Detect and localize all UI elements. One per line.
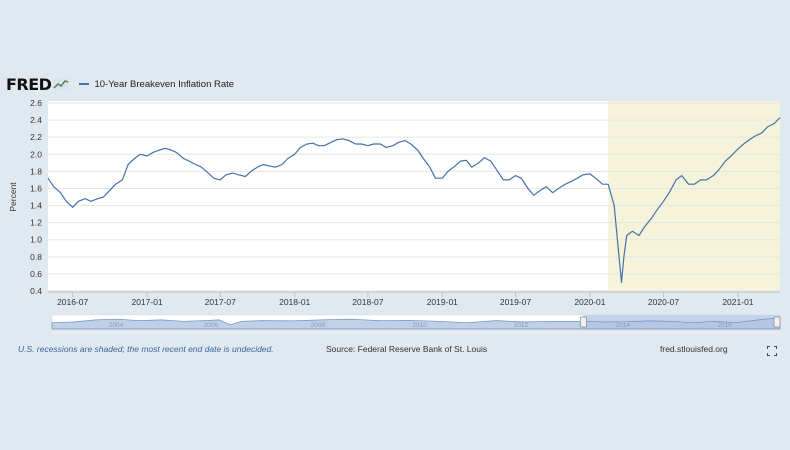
navigator-scrollbar	[52, 331, 780, 334]
x-tick-label: 2020-01	[574, 297, 605, 307]
x-tick-label: 2019-01	[427, 297, 458, 307]
chart-header: FRED 10-Year Breakeven Inflation Rate	[6, 74, 234, 94]
navigator-year-label: 2016	[717, 322, 732, 329]
y-tick-label: 0.6	[30, 269, 42, 279]
x-tick-label: 2019-07	[500, 297, 531, 307]
x-tick-label: 2021-01	[722, 297, 753, 307]
y-tick-label: 2.0	[30, 149, 42, 159]
navigator-handle-left[interactable]	[580, 316, 587, 328]
x-tick-label: 2017-07	[205, 297, 236, 307]
series-line	[47, 117, 781, 284]
navigator-year-label: 2010	[412, 322, 427, 329]
x-tick-label: 2017-01	[131, 297, 162, 307]
y-tick-label: 1.6	[30, 183, 42, 193]
y-tick-label: 1.8	[30, 166, 42, 176]
y-tick-label: 0.8	[30, 252, 42, 262]
series-label: 10-Year Breakeven Inflation Rate	[94, 78, 235, 90]
y-tick-label: 2.4	[30, 115, 42, 125]
navigator-year-label: 2006	[203, 322, 218, 329]
recession-shading	[608, 101, 780, 291]
fred-chart-icon	[53, 78, 70, 90]
fred-logo[interactable]: FRED	[6, 74, 52, 94]
navigator-year-label: 2008	[310, 322, 325, 329]
y-axis-label: Percent	[8, 182, 18, 212]
legend-line-swatch	[79, 83, 90, 85]
x-tick-label: 2020-07	[648, 297, 679, 307]
y-tick-label: 2.2	[30, 132, 42, 142]
x-tick-label: 2018-07	[352, 297, 383, 307]
y-tick-label: 1.4	[30, 201, 42, 211]
navigator-series	[51, 317, 781, 330]
navigator-year-label: 2012	[514, 322, 529, 329]
y-tick-label: 1.2	[30, 218, 42, 228]
fullscreen-icon[interactable]	[767, 346, 777, 356]
y-tick-label: 0.4	[30, 286, 42, 296]
y-tick-label: 2.6	[30, 98, 42, 108]
source-text: Source: Federal Reserve Bank of St. Loui…	[326, 344, 488, 354]
y-tick-label: 1.0	[30, 235, 42, 245]
x-tick-label: 2016-07	[57, 297, 88, 307]
navigator-handle-right[interactable]	[773, 316, 781, 328]
x-tick-label: 2018-01	[279, 297, 310, 307]
recession-note: U.S. recessions are shaded; the most rec…	[18, 344, 274, 354]
navigator-year-label: 2004	[109, 322, 124, 329]
navigator-year-label: 2014	[616, 322, 631, 329]
site-link[interactable]: fred.stlouisfed.org	[660, 344, 728, 354]
